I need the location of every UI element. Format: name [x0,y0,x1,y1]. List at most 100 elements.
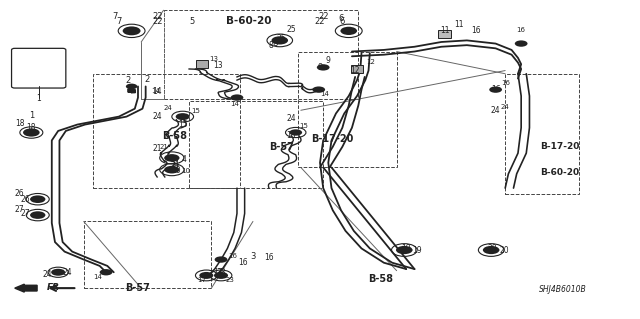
Circle shape [100,269,113,275]
Text: B-17-20: B-17-20 [540,142,579,151]
Text: 9: 9 [325,56,330,65]
Text: 24: 24 [491,106,500,115]
Text: 21: 21 [159,144,168,150]
Text: 22: 22 [152,17,163,26]
Circle shape [489,86,502,93]
Text: 16: 16 [516,27,525,33]
Text: 24: 24 [152,112,162,121]
Text: 20: 20 [488,244,497,253]
Text: 27: 27 [20,209,30,218]
Bar [93,74,240,188]
Text: 21: 21 [152,144,162,153]
Text: 24: 24 [500,104,509,110]
Text: 15: 15 [300,123,308,130]
Circle shape [199,272,213,279]
Text: B-57: B-57 [125,283,150,293]
Circle shape [312,86,325,93]
Bar [196,60,207,68]
Text: 24: 24 [63,268,72,277]
Circle shape [271,36,288,45]
Text: 19: 19 [413,246,422,255]
Text: 6: 6 [340,17,345,26]
Circle shape [396,246,413,254]
FancyArrow shape [15,284,37,292]
Text: 3: 3 [250,252,255,261]
Text: 6: 6 [338,14,343,23]
Text: 1: 1 [36,94,42,103]
Text: 5: 5 [189,17,195,26]
Text: 11: 11 [454,20,463,29]
Circle shape [175,113,189,120]
Text: 2: 2 [145,75,150,84]
Text: 14: 14 [320,91,329,97]
Circle shape [126,84,138,89]
Text: 15: 15 [287,131,296,140]
Circle shape [214,272,228,279]
Circle shape [483,246,499,254]
Circle shape [123,26,141,35]
Text: 14: 14 [230,100,239,107]
Text: 24: 24 [42,270,52,279]
Text: 14: 14 [93,274,102,280]
Text: FR: FR [47,283,60,292]
Text: 16: 16 [228,253,237,259]
Text: 1: 1 [29,111,34,120]
Text: 27: 27 [15,205,24,214]
Bar [351,65,363,73]
Circle shape [30,196,45,203]
Text: 16: 16 [491,85,500,94]
Bar [298,51,397,167]
Text: 25: 25 [287,26,296,34]
Text: 18: 18 [27,123,36,132]
Text: 13: 13 [213,61,223,70]
Text: 15: 15 [178,120,188,129]
Text: 4: 4 [173,160,179,169]
Text: B-60-20: B-60-20 [540,168,579,177]
Text: 16: 16 [500,80,509,86]
Text: 8: 8 [273,39,278,48]
Text: B-58: B-58 [162,131,187,141]
Circle shape [23,128,40,137]
Text: 11: 11 [440,26,449,35]
Text: 16: 16 [264,254,274,263]
Text: 25: 25 [277,34,287,43]
Text: 14: 14 [151,88,159,94]
Text: B-60-20: B-60-20 [226,16,271,26]
Circle shape [51,269,65,276]
Text: 22: 22 [319,12,329,21]
Text: SHJ4B6010B: SHJ4B6010B [539,285,586,294]
Text: B-57: B-57 [269,142,294,152]
Text: 10: 10 [172,166,181,175]
Circle shape [30,211,45,219]
Text: 16: 16 [472,26,481,35]
Text: 24: 24 [287,114,296,123]
Text: 14: 14 [152,87,162,96]
Text: 19: 19 [401,244,411,253]
Text: 7: 7 [116,17,122,26]
Circle shape [289,129,302,136]
Circle shape [214,256,227,263]
Bar [189,101,323,188]
Text: 17: 17 [213,268,223,277]
Text: 26: 26 [15,189,24,198]
Bar [84,221,211,288]
Text: 23: 23 [216,268,226,277]
Circle shape [317,64,330,70]
Circle shape [340,27,357,35]
Text: B-58: B-58 [368,274,393,284]
Text: 13: 13 [209,56,218,62]
Text: 17: 17 [197,278,206,283]
Text: 16: 16 [239,258,248,267]
Text: 9: 9 [317,63,323,72]
Text: 22: 22 [152,12,163,21]
Text: 24: 24 [164,105,172,111]
Text: 23: 23 [225,278,234,283]
Text: 18: 18 [15,119,24,128]
Text: 20: 20 [499,246,509,255]
Bar [438,30,451,39]
Text: 12: 12 [366,59,375,65]
Text: 15: 15 [191,108,200,115]
Text: 2: 2 [126,76,131,85]
Text: 12: 12 [350,66,360,75]
Text: 4: 4 [181,155,186,164]
